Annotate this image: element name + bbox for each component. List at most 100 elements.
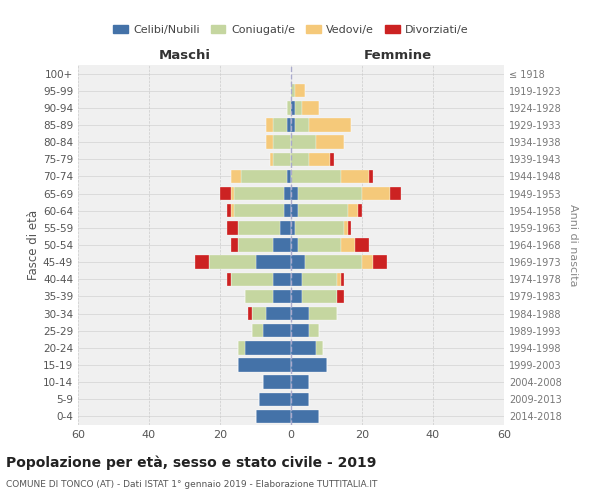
Bar [238, 341, 245, 354]
Bar [337, 272, 341, 286]
Bar [227, 221, 238, 234]
Bar [298, 187, 362, 200]
Bar [238, 221, 280, 234]
Bar [302, 101, 319, 114]
Bar [305, 256, 362, 269]
Bar [291, 221, 295, 234]
Bar [291, 204, 298, 218]
Bar [259, 392, 291, 406]
Bar [358, 204, 362, 218]
Bar [291, 272, 302, 286]
Bar [234, 187, 284, 200]
Bar [295, 101, 302, 114]
Bar [241, 170, 287, 183]
Bar [266, 136, 273, 149]
Text: Popolazione per età, sesso e stato civile - 2019: Popolazione per età, sesso e stato civil… [6, 455, 376, 469]
Bar [287, 118, 291, 132]
Bar [291, 101, 295, 114]
Bar [230, 170, 241, 183]
Bar [309, 324, 319, 338]
Bar [337, 290, 344, 303]
Bar [330, 152, 334, 166]
Bar [291, 136, 316, 149]
Text: Femmine: Femmine [364, 48, 431, 62]
Bar [291, 307, 309, 320]
Bar [230, 187, 234, 200]
Bar [234, 204, 284, 218]
Bar [291, 376, 309, 389]
Text: Maschi: Maschi [158, 48, 211, 62]
Bar [295, 84, 305, 98]
Bar [341, 170, 369, 183]
Bar [273, 118, 287, 132]
Bar [291, 290, 302, 303]
Bar [270, 152, 273, 166]
Bar [373, 256, 387, 269]
Bar [362, 187, 391, 200]
Bar [256, 410, 291, 423]
Bar [291, 152, 309, 166]
Y-axis label: Anni di nascita: Anni di nascita [568, 204, 578, 286]
Bar [273, 136, 291, 149]
Bar [362, 256, 373, 269]
Bar [309, 118, 352, 132]
Bar [344, 221, 348, 234]
Bar [391, 187, 401, 200]
Bar [263, 376, 291, 389]
Bar [291, 358, 326, 372]
Bar [316, 341, 323, 354]
Bar [230, 204, 234, 218]
Bar [245, 341, 291, 354]
Bar [245, 290, 273, 303]
Bar [252, 307, 266, 320]
Bar [230, 272, 273, 286]
Bar [309, 152, 330, 166]
Bar [227, 272, 230, 286]
Text: COMUNE DI TONCO (AT) - Dati ISTAT 1° gennaio 2019 - Elaborazione TUTTITALIA.IT: COMUNE DI TONCO (AT) - Dati ISTAT 1° gen… [6, 480, 377, 489]
Bar [369, 170, 373, 183]
Bar [291, 118, 295, 132]
Bar [298, 204, 348, 218]
Bar [291, 256, 305, 269]
Bar [291, 170, 341, 183]
Bar [341, 272, 344, 286]
Bar [348, 221, 352, 234]
Y-axis label: Fasce di età: Fasce di età [27, 210, 40, 280]
Bar [273, 290, 291, 303]
Bar [284, 204, 291, 218]
Bar [266, 307, 291, 320]
Bar [248, 307, 252, 320]
Bar [302, 290, 337, 303]
Bar [273, 238, 291, 252]
Bar [355, 238, 369, 252]
Bar [295, 221, 344, 234]
Bar [287, 170, 291, 183]
Bar [256, 256, 291, 269]
Bar [291, 410, 319, 423]
Bar [273, 152, 291, 166]
Bar [291, 341, 316, 354]
Bar [295, 118, 309, 132]
Bar [284, 187, 291, 200]
Legend: Celibi/Nubili, Coniugati/e, Vedovi/e, Divorziati/e: Celibi/Nubili, Coniugati/e, Vedovi/e, Di… [109, 20, 473, 39]
Bar [291, 392, 309, 406]
Bar [287, 101, 291, 114]
Bar [252, 324, 263, 338]
Bar [341, 238, 355, 252]
Bar [291, 324, 309, 338]
Bar [309, 307, 337, 320]
Bar [263, 324, 291, 338]
Bar [238, 238, 273, 252]
Bar [195, 256, 209, 269]
Bar [238, 358, 291, 372]
Bar [230, 238, 238, 252]
Bar [291, 84, 295, 98]
Bar [266, 118, 273, 132]
Bar [209, 256, 256, 269]
Bar [291, 187, 298, 200]
Bar [291, 238, 298, 252]
Bar [348, 204, 358, 218]
Bar [302, 272, 337, 286]
Bar [280, 221, 291, 234]
Bar [298, 238, 341, 252]
